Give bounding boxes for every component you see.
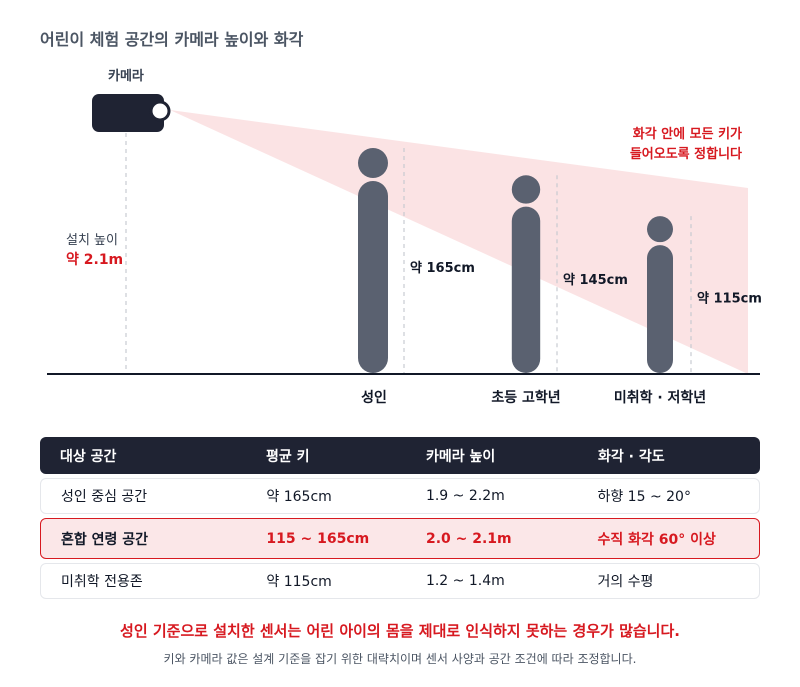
footnote-text: 키와 카메라 값은 설계 기준을 잡기 위한 대략치이며 센서 사양과 공간 조… [163, 652, 637, 666]
figure-head [358, 148, 388, 178]
row-height: 약 115cm [266, 574, 332, 590]
field-of-view [170, 110, 748, 374]
fov-note-line1: 화각 안에 모든 키가 [633, 126, 742, 142]
table-header: 대상 공간 평균 키 카메라 높이 화각 · 각도 [40, 437, 760, 474]
figure-category-label: 미취학 · 저학년 [614, 390, 706, 406]
header-height: 평균 키 [266, 448, 310, 465]
figure-head [647, 216, 673, 243]
camera-height-diagram: 카메라 설치 높이 약 2.1m 화각 안에 모든 키가 들어오도록 정합니다 … [47, 68, 762, 406]
header-camera-height: 카메라 높이 [426, 448, 496, 465]
figure-body [647, 245, 673, 373]
figures-group: 약 165cm 성인 약 145cm 초등 고학년 약 115cm 미취학 · 저학년 [358, 148, 762, 406]
table-row: 성인 중심 공간 약 165cm 1.9 ~ 2.2m 하향 15 ~ 20° [40, 478, 760, 514]
row-space: 성인 중심 공간 [61, 489, 148, 505]
figure-height-label: 약 165cm [410, 260, 475, 276]
figure-category-label: 초등 고학년 [491, 390, 560, 406]
row-space: 미취학 전용존 [61, 574, 143, 590]
row-height: 약 165cm [266, 489, 332, 505]
figure-head [511, 175, 541, 204]
figure-body [358, 181, 388, 373]
row-camera-height: 1.9 ~ 2.2m [425, 488, 505, 504]
camera-lens-icon [149, 100, 171, 122]
install-height-label: 설치 높이 [66, 233, 118, 248]
header-angle: 화각 · 각도 [598, 448, 665, 465]
camera-icon [92, 94, 164, 132]
fov-note-line2: 들어오도록 정합니다 [630, 146, 742, 162]
row-angle: 수직 화각 60° 이상 [597, 531, 716, 548]
figure-height-label: 약 145cm [563, 272, 628, 288]
row-space: 혼합 연령 공간 [61, 531, 149, 548]
row-height: 115 ~ 165cm [266, 530, 370, 547]
install-height-value: 약 2.1m [66, 251, 123, 268]
header-space: 대상 공간 [60, 448, 117, 465]
figure-height-label: 약 115cm [697, 290, 762, 306]
conclusion-text: 성인 기준으로 설치한 센서는 어린 아이의 몸을 제대로 인식하지 못하는 경… [120, 622, 680, 640]
row-camera-height: 2.0 ~ 2.1m [425, 530, 512, 547]
row-angle: 거의 수평 [597, 574, 654, 590]
figure-body [511, 206, 541, 373]
row-camera-height: 1.2 ~ 1.4m [425, 573, 505, 589]
figure-category-label: 성인 [361, 389, 387, 406]
table-row: 미취학 전용존 약 115cm 1.2 ~ 1.4m 거의 수평 [40, 563, 760, 599]
spec-table: 대상 공간 평균 키 카메라 높이 화각 · 각도 성인 중심 공간 약 165… [40, 437, 760, 603]
table-row-highlighted: 혼합 연령 공간 115 ~ 165cm 2.0 ~ 2.1m 수직 화각 60… [40, 518, 760, 559]
camera-label: 카메라 [108, 68, 144, 84]
row-angle: 하향 15 ~ 20° [597, 489, 691, 505]
page-title: 어린이 체험 공간의 카메라 높이와 화각 [40, 30, 304, 49]
